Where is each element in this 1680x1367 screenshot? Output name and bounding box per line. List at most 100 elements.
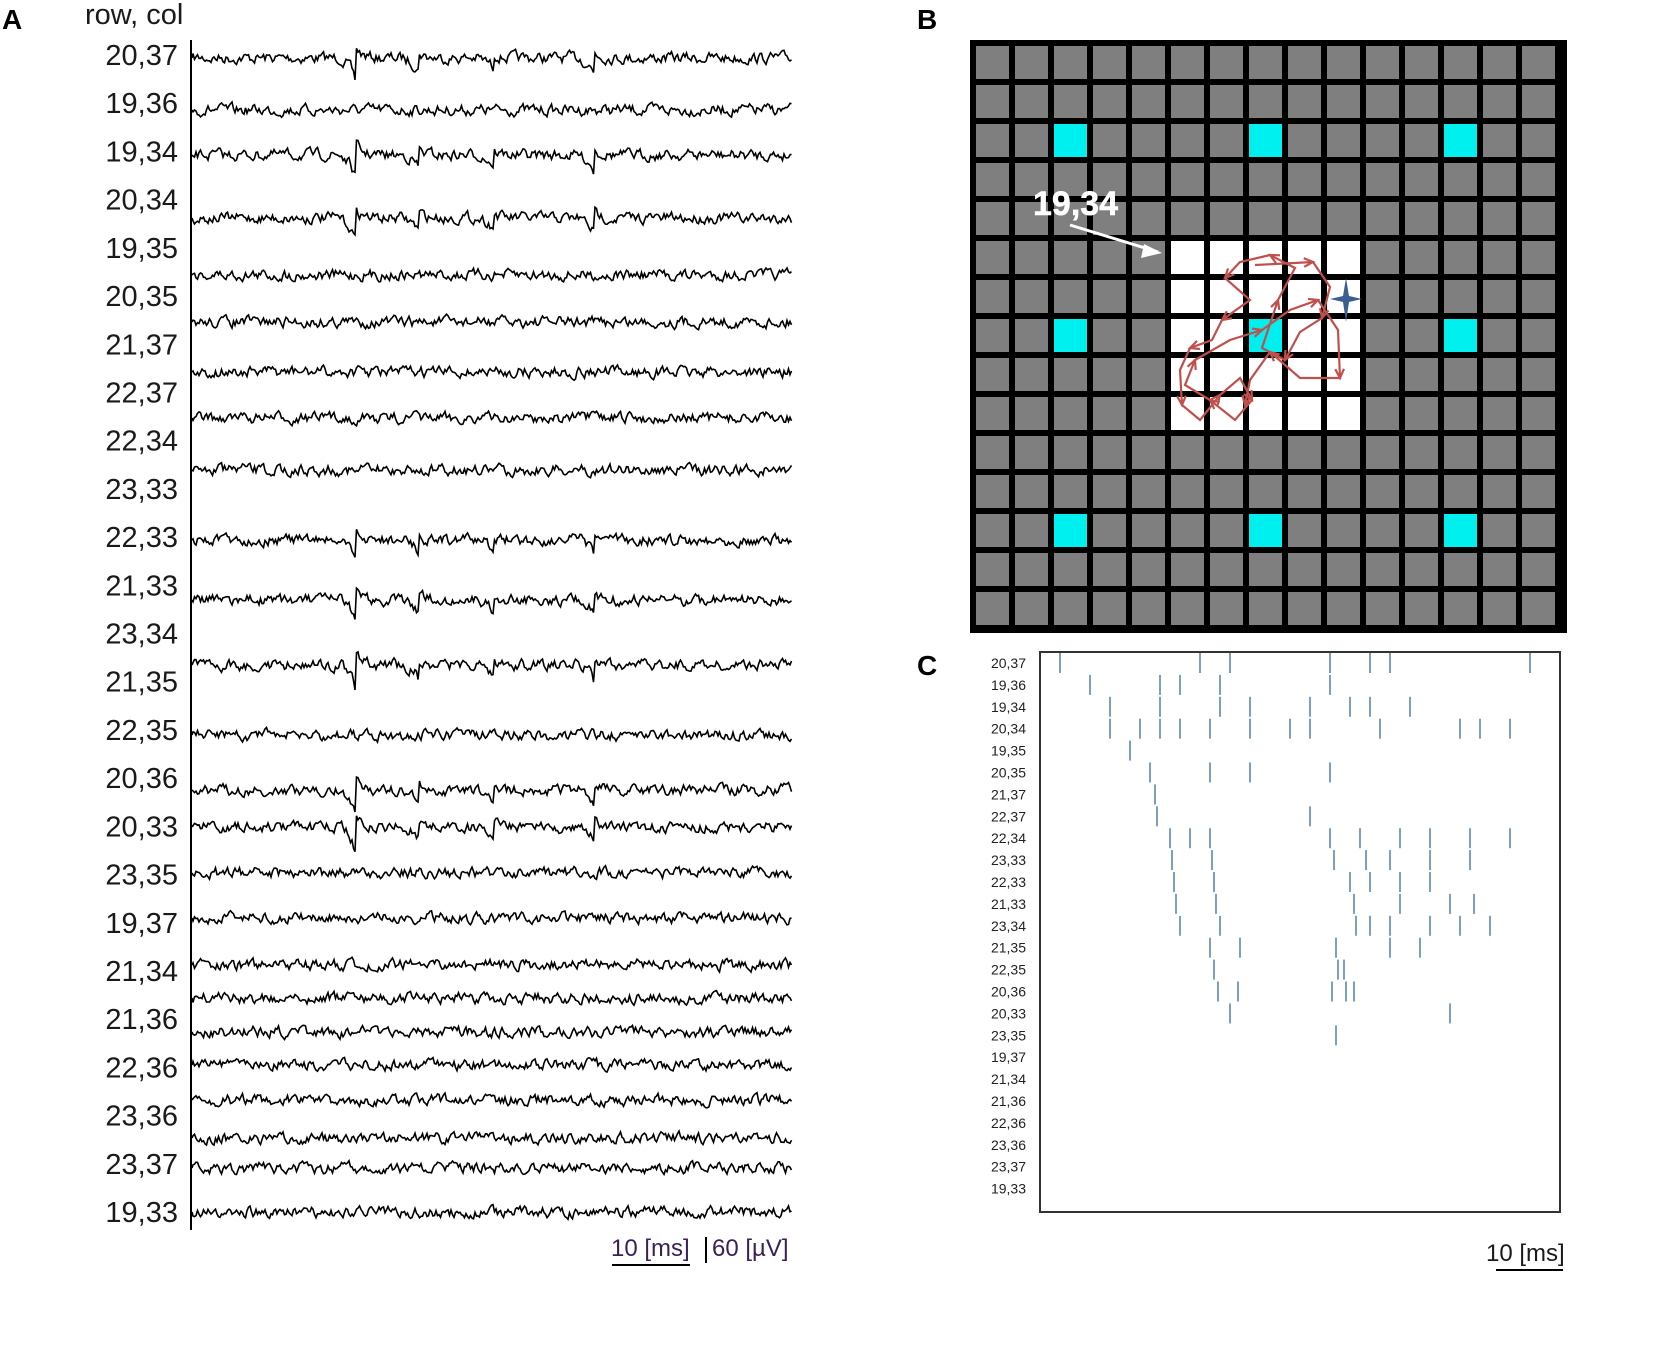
path-arrowhead-icon bbox=[1187, 340, 1201, 351]
electrode-cell bbox=[1093, 397, 1126, 430]
electrode-cell bbox=[1327, 436, 1360, 469]
propagation-path bbox=[1178, 253, 1342, 422]
active-electrode bbox=[1288, 280, 1321, 313]
electrode-cell bbox=[1483, 358, 1516, 391]
electrode-cell bbox=[976, 358, 1009, 391]
electrode-cell bbox=[976, 124, 1009, 157]
active-electrode bbox=[1210, 241, 1243, 274]
electrode-cell bbox=[1015, 436, 1048, 469]
electrode-cell bbox=[1015, 514, 1048, 547]
stimulation-electrode bbox=[1054, 124, 1087, 157]
trace-line bbox=[191, 139, 792, 175]
electrode-cell bbox=[1210, 202, 1243, 235]
panel-b-letter: B bbox=[917, 4, 938, 35]
electrode-cell bbox=[1015, 592, 1048, 625]
stimulation-electrode bbox=[1249, 124, 1282, 157]
path-arrowhead-icon bbox=[1243, 389, 1254, 403]
electrode-cell bbox=[1210, 553, 1243, 586]
trace-label: 22,35 bbox=[105, 715, 178, 747]
path-arrowhead-icon bbox=[1318, 307, 1330, 321]
electrode-cell bbox=[1327, 163, 1360, 196]
electrode-cell bbox=[1405, 202, 1438, 235]
electrode-cell bbox=[1210, 85, 1243, 118]
trace-label: 23,33 bbox=[105, 474, 178, 506]
electrode-cell bbox=[1483, 514, 1516, 547]
stimulus-star-icon bbox=[1330, 278, 1362, 322]
electrode-cell bbox=[1132, 319, 1165, 352]
electrode-cell bbox=[1522, 397, 1555, 430]
electrode-cell bbox=[1366, 397, 1399, 430]
electrode-cell bbox=[1171, 436, 1204, 469]
electrode-cell bbox=[1171, 124, 1204, 157]
electrode-cell bbox=[1054, 592, 1087, 625]
electrode-cell bbox=[1171, 514, 1204, 547]
electrode-cell bbox=[1522, 514, 1555, 547]
electrode-cell bbox=[1366, 475, 1399, 508]
electrode-cell bbox=[976, 319, 1009, 352]
electrode-cell bbox=[1132, 163, 1165, 196]
trace-line bbox=[191, 909, 792, 927]
electrode-cell bbox=[1483, 202, 1516, 235]
electrode-cell bbox=[1366, 436, 1399, 469]
active-electrode bbox=[1210, 319, 1243, 352]
raster-label: 20,33 bbox=[991, 1005, 1026, 1021]
raster-label: 20,35 bbox=[991, 765, 1026, 781]
electrode-cell bbox=[1327, 514, 1360, 547]
electrode-cell bbox=[1444, 280, 1477, 313]
raster-time-scale-label: 10 [ms] bbox=[1486, 1240, 1565, 1267]
electrode-cell bbox=[1405, 592, 1438, 625]
electrode-cell bbox=[1132, 124, 1165, 157]
electrode-cell bbox=[1327, 475, 1360, 508]
electrode-cell bbox=[1132, 397, 1165, 430]
electrode-cell bbox=[1210, 124, 1243, 157]
path-arrowhead-icon bbox=[1283, 349, 1294, 363]
electrode-cell bbox=[976, 514, 1009, 547]
electrode-cell bbox=[1444, 46, 1477, 79]
electrode-cell bbox=[976, 592, 1009, 625]
trace-label: 20,33 bbox=[105, 811, 178, 843]
path-arrowhead-icon bbox=[1176, 395, 1187, 408]
electrode-cell bbox=[1054, 358, 1087, 391]
trace-line bbox=[191, 205, 793, 237]
electrode-cell bbox=[1015, 358, 1048, 391]
electrode-cell bbox=[1015, 319, 1048, 352]
path-arrowhead-icon bbox=[1251, 327, 1265, 338]
panel-a-letter: A bbox=[2, 4, 23, 35]
trace-line bbox=[191, 529, 793, 558]
electrode-cell bbox=[1366, 280, 1399, 313]
panel-c-letter: C bbox=[917, 650, 938, 681]
electrode-cell bbox=[1405, 85, 1438, 118]
electrode-cell bbox=[1483, 280, 1516, 313]
electrode-cell bbox=[1444, 241, 1477, 274]
annotation-arrowhead-icon bbox=[1141, 244, 1162, 258]
trace-line bbox=[191, 1056, 793, 1074]
active-electrode bbox=[1171, 280, 1204, 313]
electrode-cell bbox=[1015, 163, 1048, 196]
raster-label: 22,36 bbox=[991, 1115, 1026, 1131]
electrode-cell bbox=[1093, 436, 1126, 469]
trace-line bbox=[191, 266, 793, 284]
path-arrowhead-icon bbox=[1208, 398, 1220, 410]
electrode-cell bbox=[1054, 46, 1087, 79]
trace-label: 22,33 bbox=[105, 522, 178, 554]
electrode-cell bbox=[1093, 358, 1126, 391]
electrode-cell bbox=[1522, 280, 1555, 313]
electrode-cell bbox=[1093, 475, 1126, 508]
electrode-cell bbox=[1405, 475, 1438, 508]
trace-line bbox=[191, 989, 793, 1007]
electrode-cell bbox=[1288, 592, 1321, 625]
stimulation-electrode bbox=[1249, 514, 1282, 547]
electrode-cell bbox=[1093, 280, 1126, 313]
raster-label: 19,37 bbox=[991, 1049, 1026, 1065]
electrode-cell bbox=[1015, 124, 1048, 157]
electrode-cell bbox=[976, 163, 1009, 196]
raster-label: 23,35 bbox=[991, 1027, 1026, 1043]
electrode-cell bbox=[1444, 202, 1477, 235]
raster-label: 23,37 bbox=[991, 1159, 1026, 1175]
electrode-cell bbox=[1405, 553, 1438, 586]
electrode-cell bbox=[1522, 358, 1555, 391]
trace-line bbox=[191, 1129, 793, 1147]
stimulation-electrode bbox=[1054, 514, 1087, 547]
electrode-cell bbox=[1444, 163, 1477, 196]
electrode-cell bbox=[1327, 592, 1360, 625]
